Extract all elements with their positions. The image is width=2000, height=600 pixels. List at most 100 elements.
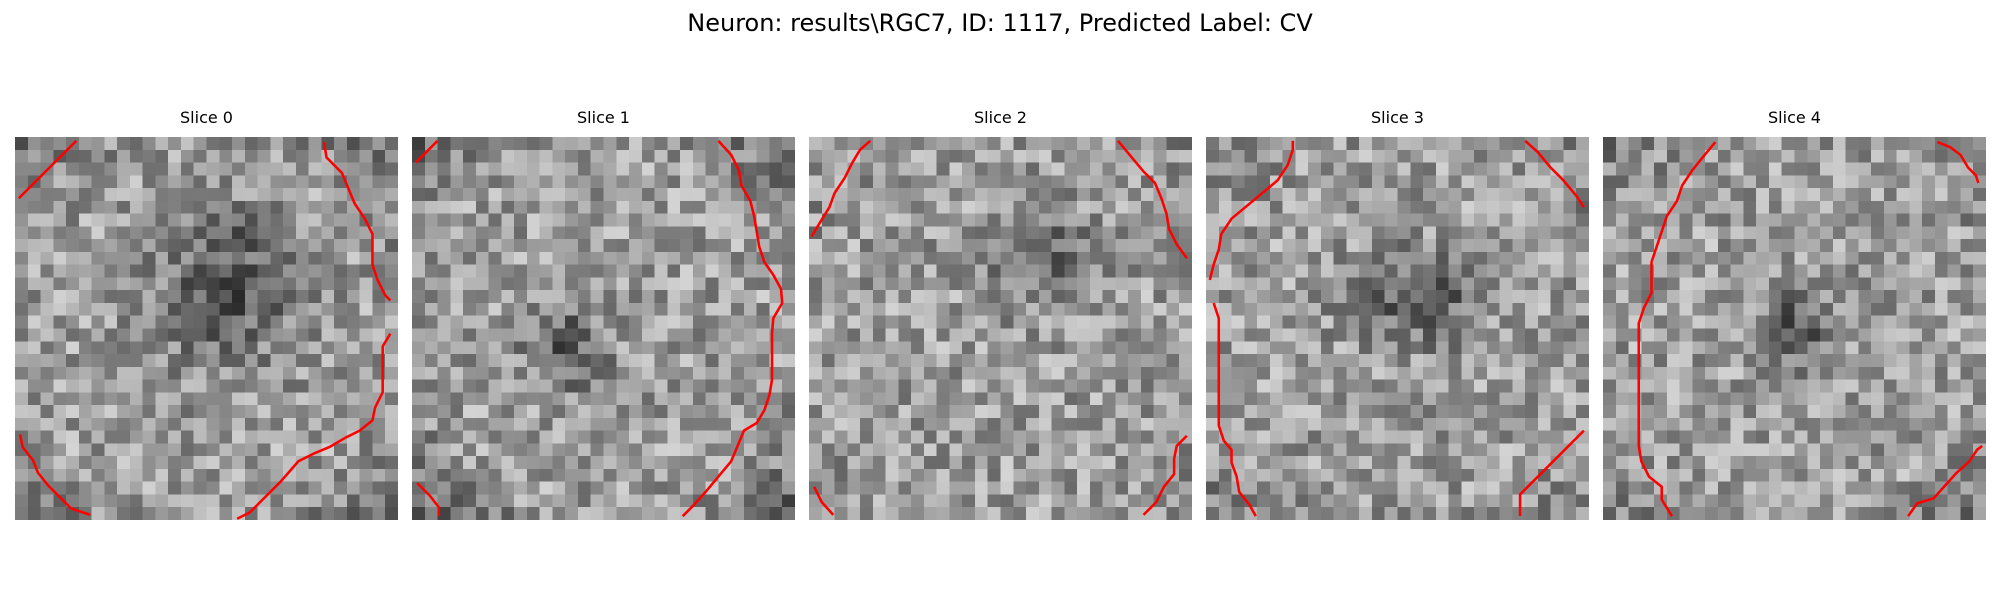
pixel <box>1603 354 1617 368</box>
pixel <box>488 251 502 265</box>
roi-contour-line <box>17 139 78 200</box>
pixel <box>1666 443 1680 457</box>
pixel <box>974 417 988 431</box>
pixel <box>692 507 706 520</box>
pixel <box>142 162 156 176</box>
pixel <box>1603 494 1617 508</box>
pixel <box>1140 494 1154 508</box>
pixel <box>1896 213 1910 227</box>
pixel <box>15 341 29 355</box>
pixel <box>1615 341 1629 355</box>
pixel <box>1140 213 1154 227</box>
pixel <box>1282 200 1296 214</box>
pixel <box>1883 315 1897 329</box>
pixel <box>40 366 54 380</box>
pixel <box>603 149 617 163</box>
pixel <box>923 456 937 470</box>
pixel <box>155 239 169 253</box>
pixel <box>1474 417 1488 431</box>
pixel <box>1128 341 1142 355</box>
pixel <box>1166 341 1180 355</box>
pixel <box>1832 366 1846 380</box>
pixel <box>552 507 566 520</box>
pixel <box>40 302 54 316</box>
pixel <box>283 264 297 278</box>
roi-contour-line <box>416 482 441 517</box>
pixel <box>782 328 795 342</box>
pixel <box>1563 315 1577 329</box>
pixel <box>1692 175 1706 189</box>
pixel <box>385 494 398 508</box>
pixel <box>40 137 54 151</box>
pixel <box>193 175 207 189</box>
pixel <box>1333 149 1347 163</box>
pixel <box>308 213 322 227</box>
pixel <box>1359 162 1373 176</box>
pixel <box>155 251 169 265</box>
pixel <box>1934 315 1948 329</box>
pixel <box>974 239 988 253</box>
pixel <box>1115 354 1129 368</box>
pixel <box>1384 468 1398 482</box>
pixel <box>15 175 29 189</box>
pixel <box>1013 302 1027 316</box>
pixel <box>1064 175 1078 189</box>
pixel <box>142 379 156 393</box>
pixel <box>1026 341 1040 355</box>
pixel <box>1922 417 1936 431</box>
pixel <box>1499 507 1513 520</box>
pixel <box>53 188 67 202</box>
pixel <box>1077 366 1091 380</box>
pixel <box>1435 468 1449 482</box>
pixel <box>1525 366 1539 380</box>
pixel <box>911 379 925 393</box>
pixel <box>1909 494 1923 508</box>
pixel <box>885 392 899 406</box>
pixel <box>463 149 477 163</box>
pixel <box>821 251 835 265</box>
pixel <box>1730 277 1744 291</box>
pixel <box>1244 443 1258 457</box>
pixel <box>155 264 169 278</box>
pixel <box>193 392 207 406</box>
pixel <box>450 175 464 189</box>
pixel <box>1038 405 1052 419</box>
pixel <box>1679 137 1693 151</box>
pixel <box>1845 405 1859 419</box>
pixel <box>155 379 169 393</box>
pixel <box>206 200 220 214</box>
pixel <box>1179 315 1192 329</box>
pixel <box>206 443 220 457</box>
pixel <box>168 341 182 355</box>
pixel <box>168 188 182 202</box>
pixel <box>1525 392 1539 406</box>
pixel <box>104 264 118 278</box>
pixel <box>346 149 360 163</box>
pixel <box>514 468 528 482</box>
pixel <box>1576 379 1589 393</box>
pixel <box>1934 392 1948 406</box>
pixel <box>232 175 246 189</box>
pixel <box>244 430 258 444</box>
pixel <box>1166 328 1180 342</box>
pixel <box>1820 354 1834 368</box>
pixel <box>1973 392 1986 406</box>
pixel <box>1397 200 1411 214</box>
pixel <box>911 149 925 163</box>
pixel <box>1218 251 1232 265</box>
pixel <box>257 405 271 419</box>
pixel <box>936 315 950 329</box>
pixel <box>821 277 835 291</box>
pixel <box>1486 468 1500 482</box>
pixel <box>809 443 823 457</box>
pixel <box>1244 188 1258 202</box>
pixel <box>1717 251 1731 265</box>
pixel <box>244 149 258 163</box>
pixel <box>847 507 861 520</box>
pixel <box>885 290 899 304</box>
pixel <box>1679 162 1693 176</box>
pixel <box>847 290 861 304</box>
pixel <box>1244 251 1258 265</box>
pixel <box>1128 175 1142 189</box>
roi-contour-line <box>681 139 784 518</box>
